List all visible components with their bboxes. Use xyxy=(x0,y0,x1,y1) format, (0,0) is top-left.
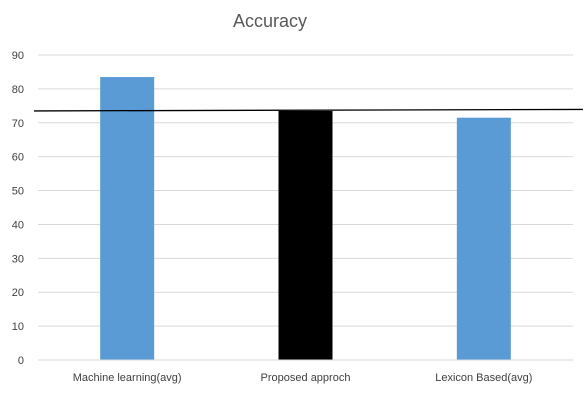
y-tick-label: 0 xyxy=(18,355,24,367)
y-tick-label: 20 xyxy=(12,287,24,299)
bar xyxy=(100,77,155,361)
y-tick-label: 40 xyxy=(12,219,24,231)
y-tick-label: 30 xyxy=(12,253,24,265)
y-tick-label: 10 xyxy=(12,321,24,333)
x-category-label: Lexicon Based(avg) xyxy=(435,372,532,384)
x-category-label: Machine learning(avg) xyxy=(73,372,182,384)
y-tick-label: 90 xyxy=(12,50,24,62)
x-category-label: Proposed approch xyxy=(261,372,351,384)
y-tick-label: 70 xyxy=(12,118,24,130)
x-axis-category-labels: Machine learning(avg) Proposed approch Lex… xyxy=(73,372,533,384)
chart-title: Accuracy xyxy=(233,11,307,31)
reference-line xyxy=(33,108,584,112)
bar xyxy=(278,110,333,361)
y-tick-label: 80 xyxy=(12,84,24,96)
bar xyxy=(456,117,511,360)
y-tick-label: 60 xyxy=(12,152,24,164)
y-axis-tick-labels: 0 10 20 30 40 50 60 70 80 90 xyxy=(12,50,24,367)
bars xyxy=(100,77,511,361)
y-tick-label: 50 xyxy=(12,186,24,198)
